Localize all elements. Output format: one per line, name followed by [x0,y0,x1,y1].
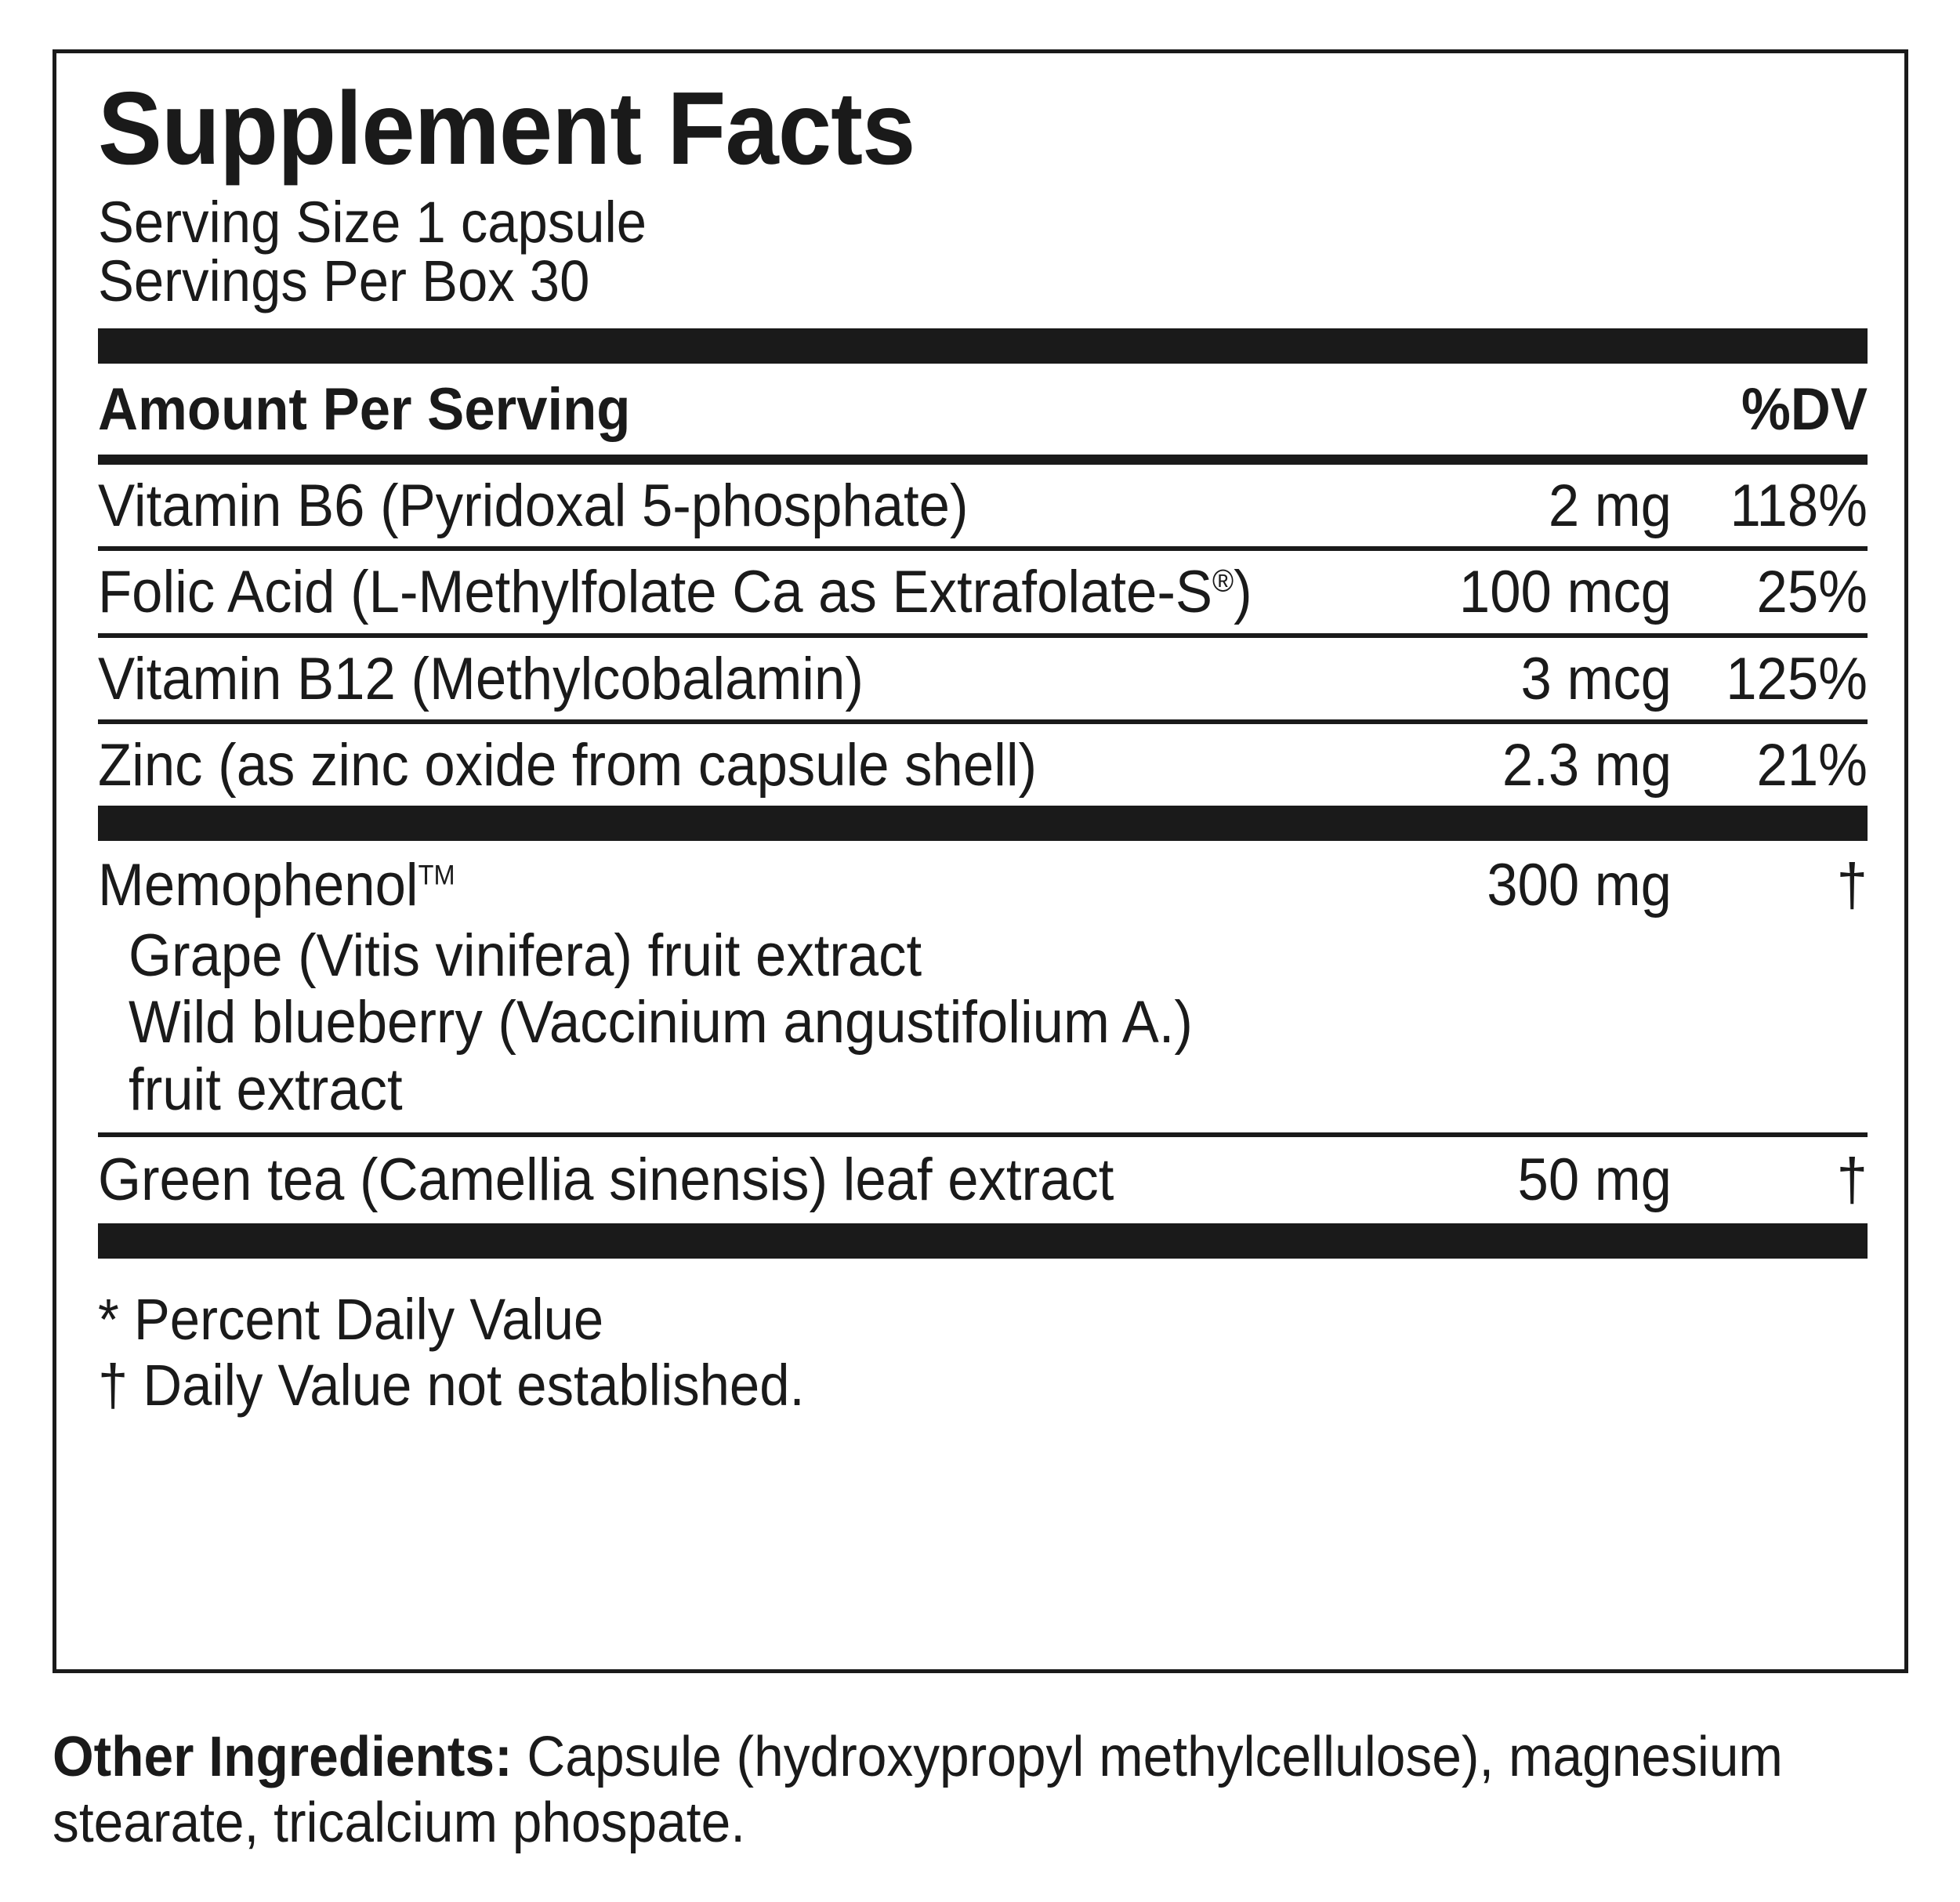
panel-title: Supplement Facts [98,71,915,186]
nutrient-name: Zinc (as zinc oxide from capsule shell) [98,731,1038,799]
supplement-facts-panel: Supplement Facts Serving Size 1 capsule … [53,49,1908,1673]
footnote-dv-not-established: † Daily Value not established. [98,1353,805,1418]
nutrient-name: Vitamin B12 (Methylcobalamin) [98,645,864,712]
botanical-name: Green tea (Camellia sinensis) leaf extra… [98,1146,1114,1213]
blend-components-list: Grape (Vitis vinifera) fruit extract Wil… [98,922,1868,1132]
footnotes-block: * Percent Daily Value † Daily Value not … [98,1259,1868,1419]
nutrient-name-pre: Folic Acid (L-Methylfolate Ca as Extrafo… [98,559,1213,626]
blend-dv: † [1836,852,1868,919]
rule-thick-top [98,328,1868,364]
botanical-dv: † [1836,1146,1868,1213]
serving-info-block: Serving Size 1 capsule Servings Per Box … [98,193,1868,311]
amount-per-serving-label: Amount Per Serving [98,375,631,443]
footnote-percent-daily-value: * Percent Daily Value [98,1286,604,1352]
table-row: Vitamin B12 (Methylcobalamin) 3 mcg 125% [98,638,1868,719]
list-item: Wild blueberry (Vaccinium angustifolium … [129,989,1193,1056]
row-divider [98,632,1868,638]
nutrient-name: Vitamin B6 (Pyridoxal 5-phosphate) [98,473,969,540]
rule-thick-bottom [98,1223,1868,1259]
other-ingredients-label: Other Ingredients: [53,1726,513,1788]
percent-dv-label: %DV [1741,375,1868,443]
nutrient-dv: 125% [1726,645,1868,712]
botanical-amount: 50 mg [1517,1146,1672,1213]
row-divider [98,546,1868,552]
nutrient-name-post: ) [1234,559,1252,626]
trademark-icon: TM [418,860,455,891]
table-row: Green tea (Camellia sinensis) leaf extra… [98,1137,1868,1223]
list-item: fruit extract [129,1056,403,1123]
row-divider [98,719,1868,724]
list-item: Grape (Vitis vinifera) fruit extract [129,922,922,990]
nutrient-dv: 118% [1730,473,1868,540]
nutrient-dv: 21% [1756,731,1868,799]
nutrient-name: Folic Acid (L-Methylfolate Ca as Extrafo… [98,556,1321,629]
nutrient-amount: 2 mg [1548,473,1672,540]
panel-inner-content: Supplement Facts Serving Size 1 capsule … [98,53,1868,1419]
nutrient-amount: 2.3 mg [1502,731,1672,799]
nutrient-amount: 100 mcg [1458,559,1672,626]
other-ingredients-paragraph: Other Ingredients: Capsule (hydroxypropy… [53,1724,1821,1856]
nutrient-amount: 3 mcg [1520,645,1672,712]
registered-trademark-icon: ® [1212,564,1234,600]
blend-name-text: Memophenol [98,852,418,919]
table-row: Folic Acid (L-Methylfolate Ca as Extrafo… [98,551,1868,632]
blend-amount: 300 mg [1487,852,1672,919]
nutrient-dv: 25% [1756,559,1868,626]
rule-under-header [98,455,1868,466]
row-divider [98,1132,1868,1137]
blend-name: MemophenolTM [98,849,1321,922]
table-column-header-row: Amount Per Serving %DV [98,364,1868,455]
table-row: Vitamin B6 (Pyridoxal 5-phosphate) 2 mg … [98,465,1868,546]
servings-per-container-line: Servings Per Box 30 [98,248,590,314]
rule-thick-middle [98,806,1868,842]
table-row: Zinc (as zinc oxide from capsule shell) … [98,724,1868,806]
serving-size-line: Serving Size 1 capsule [98,190,647,255]
table-row: MemophenolTM 300 mg † [98,841,1868,922]
other-ingredients-text: Capsule (hydroxypropyl methylcellulose),… [53,1726,1783,1855]
